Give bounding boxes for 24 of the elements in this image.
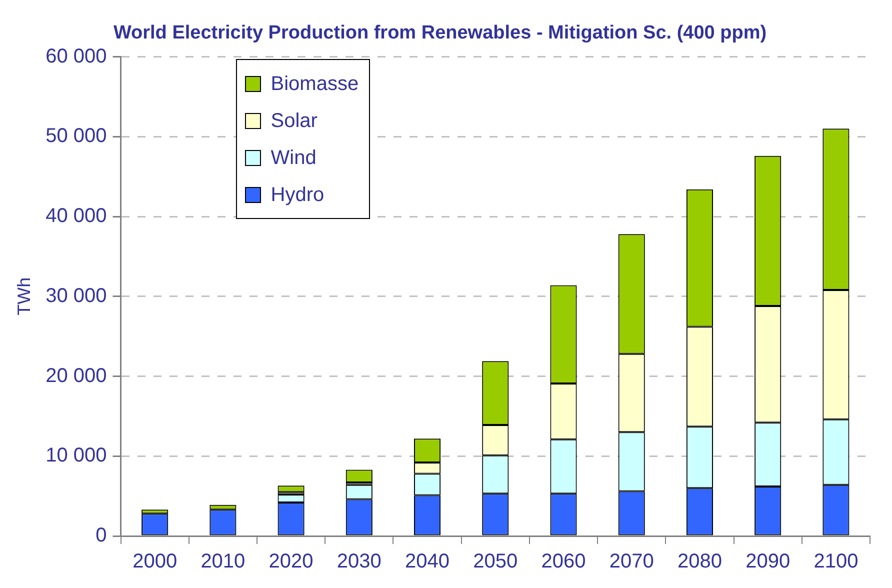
y-tick-label: 0: [96, 524, 107, 547]
x-tick-label: 2100: [814, 550, 858, 573]
y-tick-label: 30 000: [46, 284, 107, 307]
y-tick-label: 40 000: [46, 205, 107, 228]
legend-label: Biomasse: [270, 72, 359, 96]
x-tick-label: 2030: [336, 550, 382, 573]
x-tick-label: 2050: [473, 550, 518, 573]
x-tick-label: 2010: [200, 550, 246, 573]
legend-label: Hydro: [270, 184, 324, 207]
x-tick-label: 2090: [746, 550, 790, 573]
x-tick-label: 2070: [609, 550, 654, 573]
y-tick-label: 60 000: [46, 45, 107, 68]
x-tick-label: 2060: [541, 550, 586, 573]
x-tick-label: 2080: [677, 550, 722, 573]
y-axis-title: TWh: [14, 277, 34, 316]
legend-label: Solar: [270, 110, 318, 133]
y-tick-label: 50 000: [46, 125, 107, 148]
chart-title: World Electricity Production from Renewables - Mitigation Sc. (400 ppm): [113, 22, 767, 44]
y-tick-label: 20 000: [46, 364, 107, 387]
x-tick-label: 2020: [268, 550, 314, 573]
x-tick-label: 2040: [405, 550, 450, 573]
y-tick-label: 10 000: [46, 444, 107, 467]
x-tick-label: 2000: [132, 550, 178, 573]
legend-label: Wind: [270, 146, 316, 170]
